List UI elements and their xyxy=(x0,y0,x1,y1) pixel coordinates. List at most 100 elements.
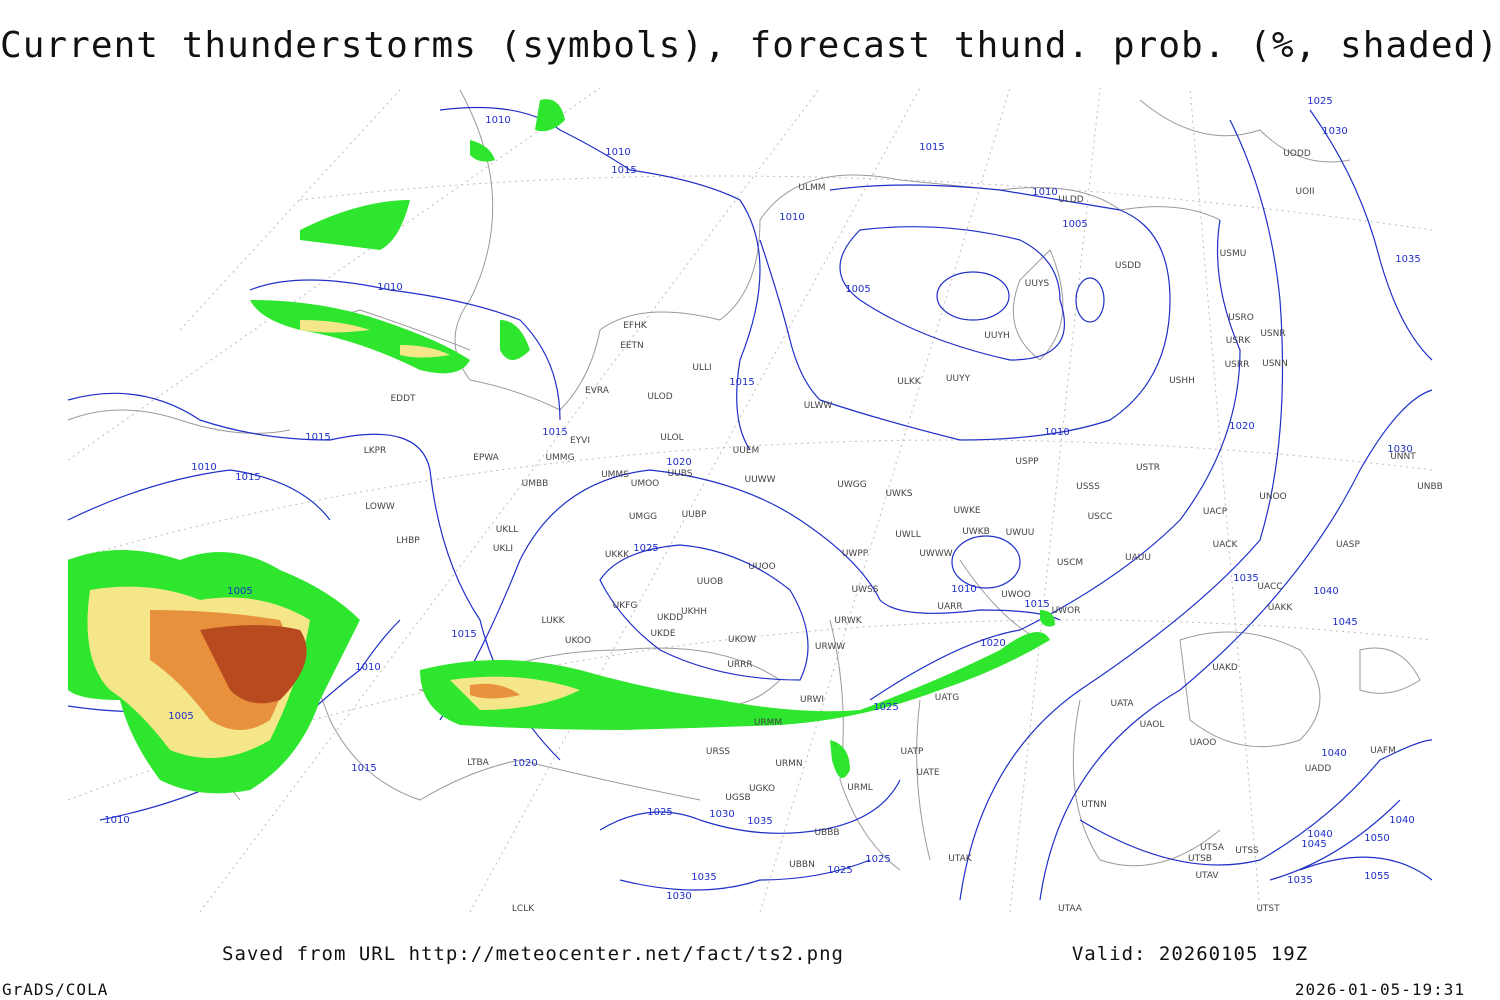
station-label: UWKE xyxy=(953,506,980,516)
title: Current thunderstorms (symbols), forecas… xyxy=(0,25,1500,66)
station-label: USCC xyxy=(1088,512,1113,522)
isobar-label: 1015 xyxy=(919,142,944,153)
station-label: UATE xyxy=(916,768,940,778)
station-label: USRK xyxy=(1226,336,1252,346)
station-label: UTNN xyxy=(1081,800,1107,810)
isobar-label: 1005 xyxy=(227,586,252,597)
station-label: ULOL xyxy=(660,433,683,443)
station-labels: EFHK EETN EVRA ULOD EDDT EYVI ULOL EPWA UMMG UUEM… xyxy=(364,149,1443,914)
station-label: USTR xyxy=(1136,463,1160,473)
station-label: UTAK xyxy=(948,854,973,864)
station-label: UAUU xyxy=(1125,553,1151,563)
isobar-label: 1010 xyxy=(104,815,129,826)
station-label: UKDE xyxy=(650,629,675,639)
station-label: UKFG xyxy=(613,601,638,611)
isobar-label: 1040 xyxy=(1307,829,1332,840)
station-label: LCLK xyxy=(512,904,535,914)
station-label: LHBP xyxy=(396,536,420,546)
station-label: UWLL xyxy=(895,530,921,540)
isobar-label: 1015 xyxy=(451,629,476,640)
station-label: UNNT xyxy=(1390,452,1416,462)
station-label: URML xyxy=(847,783,873,793)
station-label: UBBB xyxy=(814,828,839,838)
station-label: UUYY xyxy=(946,374,971,384)
station-label: UACC xyxy=(1257,582,1282,592)
isobar-label: 1030 xyxy=(666,891,691,902)
station-label: URMM xyxy=(754,718,782,728)
isobar-label: 1015 xyxy=(729,377,754,388)
station-label: UKOW xyxy=(728,635,756,645)
isobar-label: 1020 xyxy=(1229,421,1254,432)
station-label: UAOO xyxy=(1190,738,1217,748)
isobar-label: 1025 xyxy=(647,807,672,818)
graticule xyxy=(67,87,1433,913)
station-label: LTBA xyxy=(467,758,489,768)
station-label: UUOO xyxy=(748,562,775,572)
station-label: URRR xyxy=(727,660,752,670)
station-label: UWPP xyxy=(842,549,869,559)
station-label: UOII xyxy=(1296,187,1315,197)
station-label: UGKO xyxy=(749,784,775,794)
isobar-label: 1010 xyxy=(779,212,804,223)
station-label: ULOD xyxy=(647,392,672,402)
station-label: UWOO xyxy=(1001,590,1031,600)
station-label: UTSB xyxy=(1188,854,1212,864)
isobar-label: 1025 xyxy=(865,854,890,865)
isobar-label: 1035 xyxy=(1287,875,1312,886)
station-label: USSS xyxy=(1076,482,1100,492)
station-label: USRR xyxy=(1225,360,1250,370)
station-label: URWK xyxy=(834,616,862,626)
station-label: UMGG xyxy=(629,512,657,522)
station-label: USRO xyxy=(1228,313,1254,323)
thunderstorm-probability xyxy=(68,99,1055,794)
valid-time: Valid: 20260105 19Z xyxy=(1072,943,1308,965)
station-label: EFHK xyxy=(623,321,648,331)
station-label: UNBB xyxy=(1417,482,1443,492)
timestamp: 2026-01-05-19:31 xyxy=(1295,980,1465,999)
station-label: UUBP xyxy=(682,510,707,520)
isobar-label: 1015 xyxy=(542,427,567,438)
station-label: LKPR xyxy=(364,446,387,456)
source-url: Saved from URL http://meteocenter.net/fa… xyxy=(222,943,844,965)
isobar-label: 1055 xyxy=(1364,871,1389,882)
isobar-label: 1025 xyxy=(633,543,658,554)
station-label: USNR xyxy=(1260,329,1285,339)
isobar-label: 1040 xyxy=(1321,748,1346,759)
station-label: ULKK xyxy=(897,377,922,387)
station-label: UARR xyxy=(937,602,962,612)
station-label: UKHH xyxy=(681,607,707,617)
station-label: UWKS xyxy=(885,489,912,499)
isobar-label: 1020 xyxy=(512,758,537,769)
station-label: UMMS xyxy=(601,470,629,480)
station-label: UUEM xyxy=(733,446,760,456)
isobar-label: 1015 xyxy=(611,165,636,176)
isobar-label: 1010 xyxy=(191,462,216,473)
station-label: UTST xyxy=(1256,904,1280,914)
station-label: UTAA xyxy=(1058,904,1083,914)
station-label: UODD xyxy=(1283,149,1311,159)
station-label: EYVI xyxy=(570,436,590,446)
station-label: UACK xyxy=(1213,540,1239,550)
station-label: URWW xyxy=(815,642,845,652)
isobar-label: 1045 xyxy=(1332,617,1357,628)
isobar-label: 1010 xyxy=(485,115,510,126)
station-label: UTSS xyxy=(1235,846,1259,856)
isobar-label: 1015 xyxy=(1024,599,1049,610)
isobar-label: 1005 xyxy=(845,284,870,295)
station-label: UWSS xyxy=(852,585,879,595)
station-label: LUKK xyxy=(542,616,566,626)
isobar-label: 1040 xyxy=(1389,815,1414,826)
isobar-label: 1035 xyxy=(1233,573,1258,584)
station-label: UMMG xyxy=(545,453,574,463)
isobar-label: 1020 xyxy=(666,457,691,468)
isobar-label: 1005 xyxy=(1062,219,1087,230)
station-label: URMN xyxy=(775,759,802,769)
software: GrADS/COLA xyxy=(2,980,108,999)
station-label: UNOO xyxy=(1259,492,1287,502)
station-label: USDD xyxy=(1115,261,1141,271)
station-label: UASP xyxy=(1336,540,1360,550)
station-label: UWKB xyxy=(962,527,990,537)
station-label: UKDD xyxy=(657,613,683,623)
